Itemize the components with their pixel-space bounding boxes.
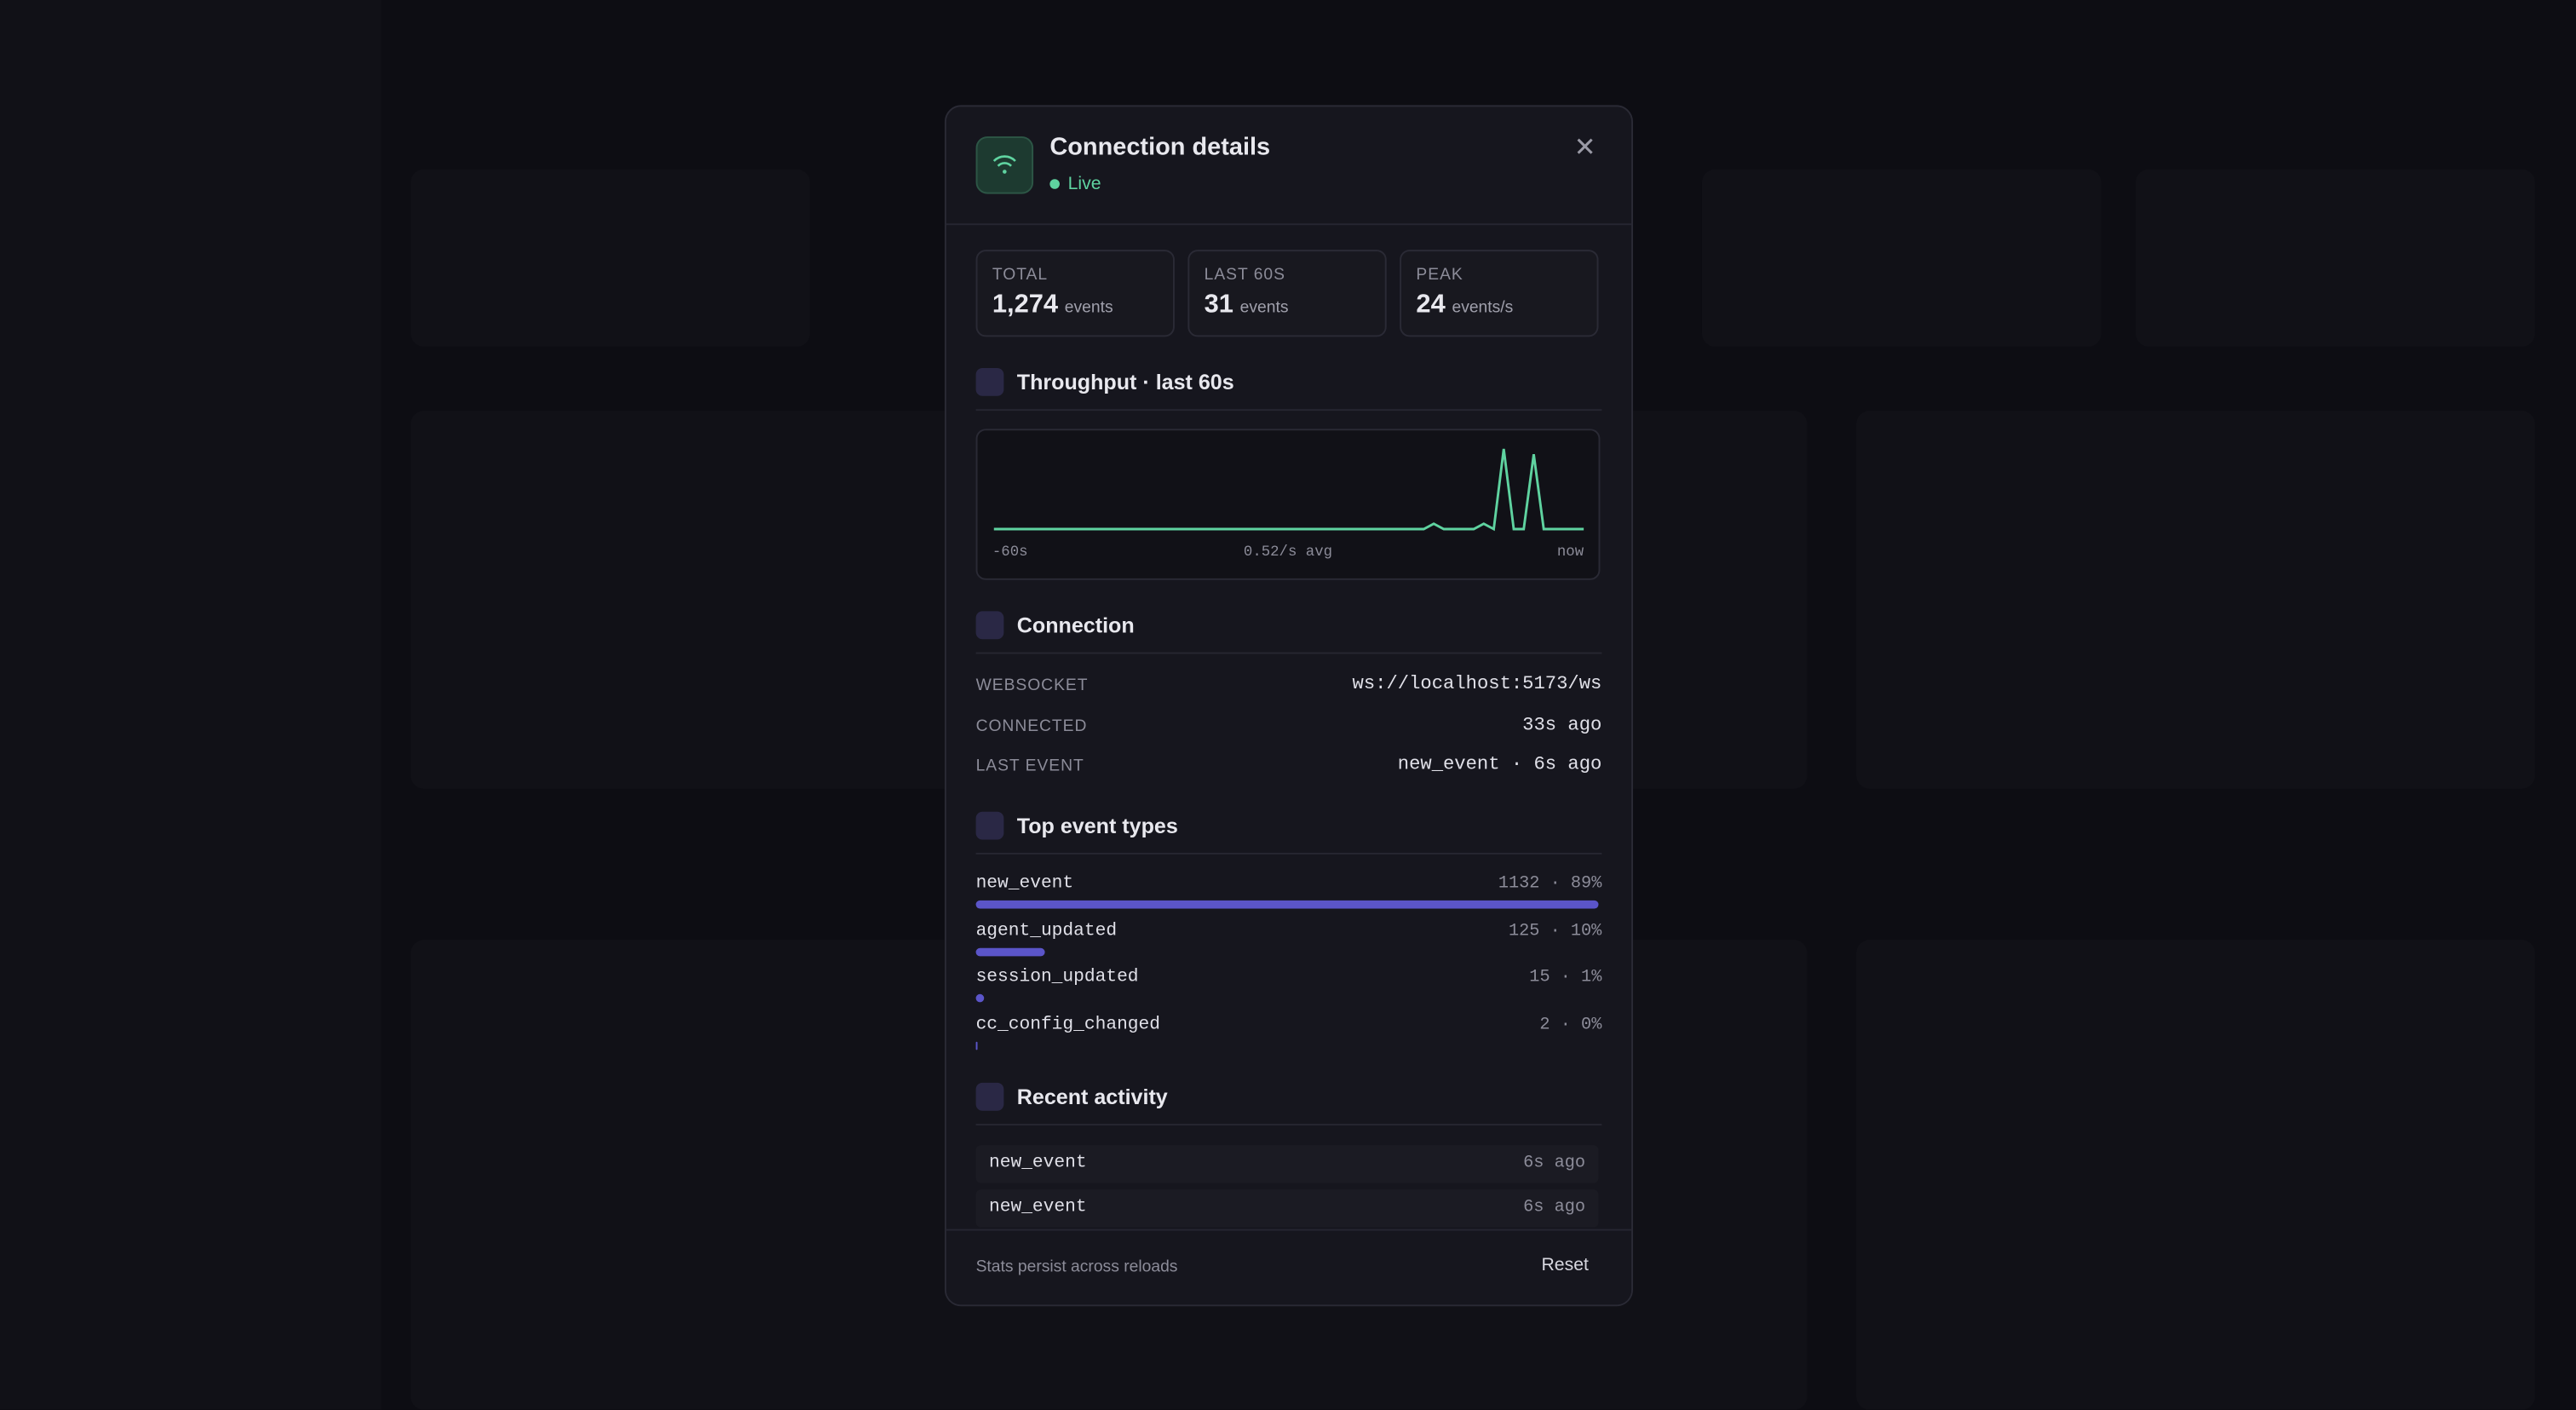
event-bar [975, 993, 985, 1003]
event-name: session_updated [975, 967, 1139, 988]
activity-row: new_event 6s ago [975, 1188, 1599, 1227]
bg-card [1701, 169, 2102, 347]
event-name: cc_config_changed [975, 1014, 1160, 1035]
section-title: Top event types [975, 811, 1178, 840]
wifi-icon [975, 136, 1034, 194]
event-name: new_event [975, 873, 1074, 895]
reset-button[interactable]: Reset [1541, 1255, 1589, 1275]
event-stat: 1132 · 89% [1498, 873, 1602, 895]
section-title: Recent activity [975, 1082, 1168, 1111]
section-title-text: Throughput · last 60s [1016, 369, 1234, 394]
stat-card: LAST 60S 31 events [1187, 250, 1387, 337]
x-label: -60s [992, 544, 1028, 561]
stat-unit: events/s [1452, 298, 1514, 318]
divider [975, 652, 1602, 654]
modal: Connection details Live ✕ TOTAL 1,274 even… [944, 105, 1633, 1307]
section-title: Connection [975, 611, 1135, 640]
section-title-text: Top event types [1016, 813, 1178, 838]
section-title-text: Connection [1016, 613, 1135, 638]
bg-panel [1856, 940, 2535, 1410]
stat-card: PEAK 24 events/s [1400, 250, 1599, 337]
stat-row: 1,274 events [992, 291, 1113, 320]
stat-card: TOTAL 1,274 events [975, 250, 1175, 337]
footer: Stats persist across reloads Reset [946, 1229, 1632, 1305]
bg-card [411, 169, 810, 347]
divider [975, 1124, 1602, 1126]
conn-value: ws://localhost:5173/ws [1352, 673, 1602, 695]
event-name: agent_updated [975, 920, 1118, 941]
status-text: Live [1067, 174, 1101, 194]
chart-box: -60s 0.52/s avg now [975, 429, 1601, 580]
activity-time: 6s ago [1523, 1196, 1586, 1217]
conn-label: LAST EVENT [975, 757, 1084, 776]
stat-label: PEAK [1416, 266, 1463, 285]
x-label: 0.52/s avg [1243, 544, 1333, 561]
conn-value: new_event · 6s ago [1397, 754, 1602, 776]
section-title-text: Recent activity [1016, 1084, 1168, 1109]
stat-row: 24 events/s [1416, 291, 1513, 320]
sidebar [0, 0, 382, 1410]
modal-title: Connection details [1049, 133, 1271, 161]
stat-value: 24 [1416, 291, 1446, 319]
activity-name: new_event [988, 1196, 1087, 1217]
close-button[interactable]: ✕ [1573, 135, 1596, 163]
conn-label: WEBSOCKET [975, 676, 1089, 695]
stat-row: 31 events [1205, 291, 1289, 320]
stat-value: 1,274 [992, 291, 1059, 319]
status: Live [1049, 174, 1101, 194]
throughput-line [993, 448, 1584, 532]
section-title: Throughput · last 60s [975, 367, 1234, 396]
stat-unit: events [1064, 298, 1113, 318]
bg-panel [1856, 411, 2535, 789]
divider [975, 409, 1602, 411]
stat-value: 31 [1204, 291, 1233, 319]
bg-card [2136, 169, 2535, 347]
conn-label: CONNECTED [975, 717, 1088, 736]
stat-label: TOTAL [992, 266, 1049, 285]
event-stat: 2 · 0% [1539, 1014, 1602, 1035]
activity-row: new_event 6s ago [975, 1145, 1599, 1183]
activity-time: 6s ago [1523, 1153, 1586, 1173]
sparkline-chart [993, 448, 1584, 532]
divider [975, 852, 1602, 855]
stat-unit: events [1239, 298, 1289, 318]
activity-name: new_event [988, 1153, 1087, 1173]
event-stat: 15 · 1% [1529, 967, 1602, 988]
event-bar [975, 947, 1045, 956]
x-label: now [1556, 544, 1584, 561]
event-stat: 125 · 10% [1508, 920, 1602, 941]
footer-note: Stats persist across reloads [975, 1258, 1178, 1277]
stat-label: LAST 60S [1204, 266, 1285, 285]
divider [946, 223, 1632, 226]
event-bar [975, 1040, 977, 1050]
conn-value: 33s ago [1522, 713, 1602, 736]
event-bar [975, 900, 1599, 909]
